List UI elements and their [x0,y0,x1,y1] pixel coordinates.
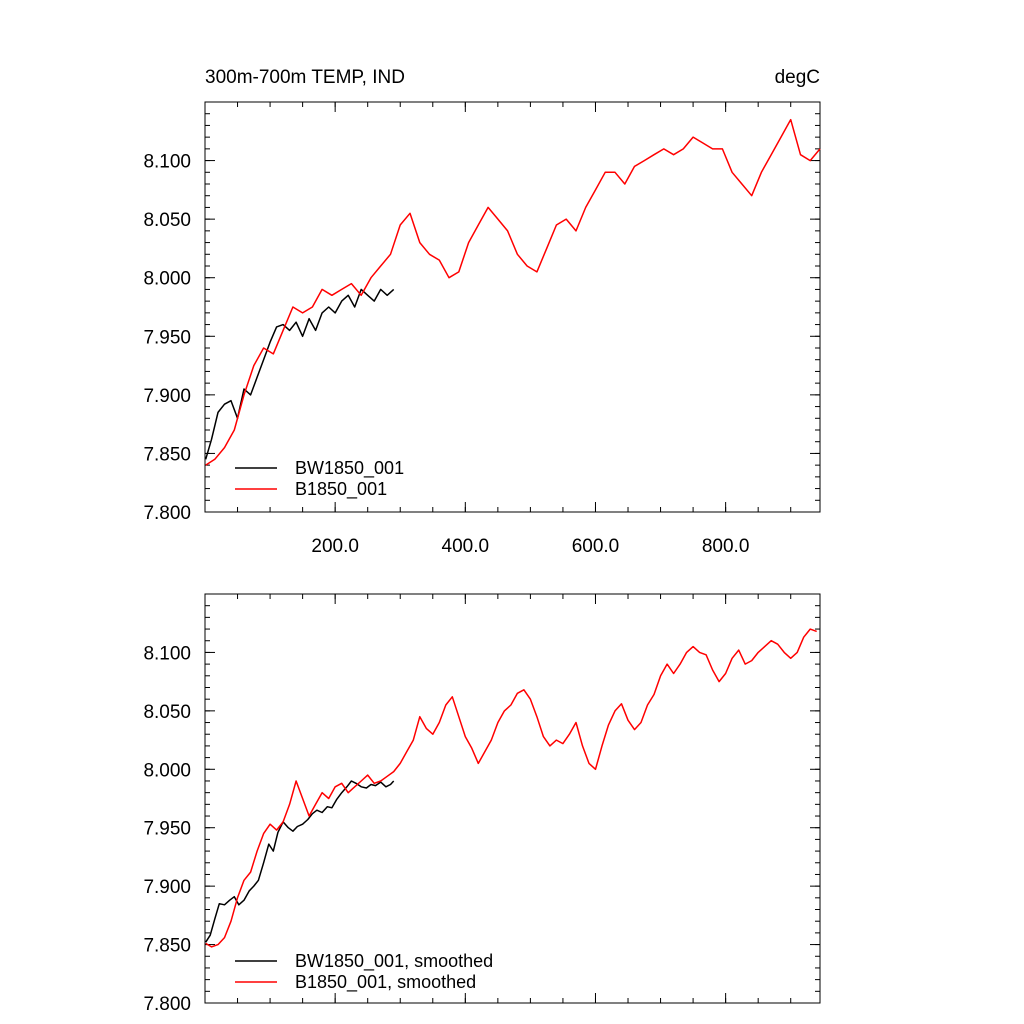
series-line-bw1850-001 [204,288,395,460]
y-tick-label: 7.800 [143,994,191,1015]
series-line-bw1850-001 [205,780,395,943]
chart-title: 300m-700m TEMP, IND [205,67,405,88]
plot-frame [204,593,821,1004]
y-tick-label: 7.950 [143,819,191,840]
y-tick-label: 8.050 [143,702,191,723]
legend-label: BW1850_001, smoothed [295,951,493,972]
plot-frame [204,101,821,513]
chart-top-raw-series: 300m-700m TEMP, IND degC 7.800 7.850 7.900… [143,67,821,557]
x-tick-label: 600.0 [572,536,620,557]
y-tick-label: 7.900 [143,877,191,898]
chart-bottom-smoothed-series: 7.800 7.850 7.900 7.950 8.000 8.050 8.100 BW185… [143,593,821,1015]
series-line-b1850-001 [205,118,821,466]
y-tick-label: 8.100 [143,152,191,173]
y-tick-label: 7.900 [143,386,191,407]
y-tick-label: 7.850 [143,444,191,465]
y-tick-label: 7.850 [143,936,191,957]
series-line-b1850-001 [205,628,817,948]
legend-label: B1850_001 [295,479,387,500]
y-tick-label: 8.000 [143,760,191,781]
y-tick-label: 7.950 [143,327,191,348]
x-tick-label: 400.0 [442,536,490,557]
y-tick-label: 7.800 [143,503,191,524]
y-tick-label: 8.100 [143,643,191,664]
x-tick-label: 200.0 [311,536,359,557]
units-label: degC [775,67,820,88]
x-tick-label: 800.0 [702,536,750,557]
legend-label: B1850_001, smoothed [295,972,476,993]
y-tick-label: 8.050 [143,210,191,231]
y-tick-label: 8.000 [143,269,191,290]
legend-label: BW1850_001 [295,458,404,479]
